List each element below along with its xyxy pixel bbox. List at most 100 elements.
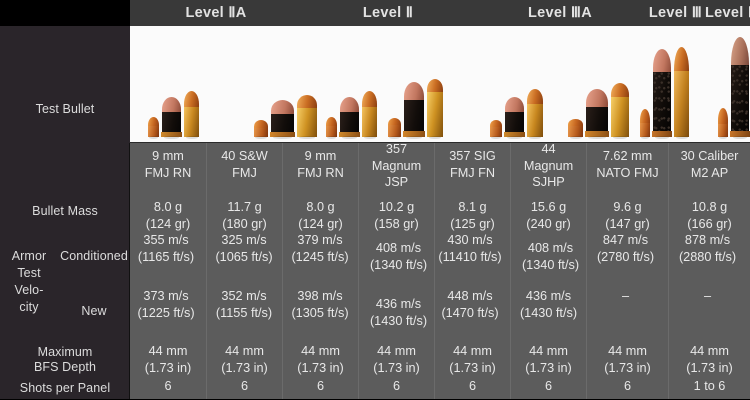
cell-velocity-conditioned: 847 m/s (2780 ft/s) xyxy=(596,233,655,264)
cell-velocity-conditioned: 430 m/s (11410 ft/s) xyxy=(438,233,502,264)
column-header-level-3: Level Ⅲ xyxy=(648,5,703,21)
complete-cartridge xyxy=(362,91,377,139)
level-header-band: Level ⅡA Level Ⅱ Level ⅢA Level Ⅲ Level … xyxy=(130,0,750,26)
cell-bfs-depth: 44 mm (1.73 in) xyxy=(525,344,572,375)
bullet-projectile xyxy=(148,117,159,139)
cartridge-group-30cal-m2ap xyxy=(718,34,750,139)
complete-cartridge xyxy=(427,79,443,139)
cell-velocity-conditioned: 379 m/s (1245 ft/s) xyxy=(291,233,349,264)
cell-bfs-depth: 44 mm (1.73 in) xyxy=(144,344,192,375)
column-divider xyxy=(358,143,359,400)
cell-velocity-new: – xyxy=(703,289,712,303)
cell-shots-per-panel: 6 xyxy=(316,379,325,393)
cell-bfs-depth: 44 mm (1.73 in) xyxy=(604,344,651,375)
cell-bfs-depth: 44 mm (1.73 in) xyxy=(373,344,420,375)
cell-bullet-mass: 9.6 g (147 gr) xyxy=(605,200,650,231)
row-label-gutter-corner xyxy=(0,0,130,26)
complete-cartridge xyxy=(611,83,629,139)
cell-test-bullet: 30 Caliber M2 AP xyxy=(680,149,739,180)
column-header-level-4: Level Ⅳ xyxy=(705,5,750,21)
data-grid: 9 mm FMJ RN 40 S&W FMJ 9 mm FMJ RN 357 Magnu… xyxy=(130,142,750,400)
cartridge-cross-section xyxy=(730,37,750,139)
complete-cartridge xyxy=(297,95,317,139)
cell-velocity-new: 448 m/s (1470 ft/s) xyxy=(441,289,499,320)
cell-test-bullet: 44 Magnum SJHP xyxy=(523,142,574,190)
cell-bullet-mass: 11.7 g (180 gr) xyxy=(222,200,267,231)
complete-cartridge xyxy=(527,89,543,139)
cell-shots-per-panel: 6 xyxy=(164,379,172,393)
cell-test-bullet: 357 Magnum JSP xyxy=(371,142,422,190)
cell-velocity-conditioned: 408 m/s (1340 ft/s) xyxy=(369,241,428,272)
cell-bfs-depth: 44 mm (1.73 in) xyxy=(221,344,268,375)
cell-test-bullet: 9 mm FMJ RN xyxy=(144,149,192,180)
cartridge-cross-section xyxy=(161,97,182,139)
row-label-velocity-new: New xyxy=(81,304,107,318)
complete-cartridge xyxy=(184,91,199,139)
cell-shots-per-panel: 6 xyxy=(544,379,553,393)
cell-bfs-depth: 44 mm (1.73 in) xyxy=(297,344,344,375)
row-label-armor-test-velocity-group: Armor Test Velo-city Conditioned xyxy=(0,248,130,316)
bullet-projectile xyxy=(326,117,337,139)
column-header-level-2a: Level ⅡA xyxy=(185,5,247,21)
cell-shots-per-panel: 6 xyxy=(392,379,401,393)
image-band-divider xyxy=(130,142,750,143)
cell-test-bullet: 40 S&W FMJ xyxy=(221,149,268,180)
cartridge-cross-section xyxy=(339,97,360,139)
bullet-projectile xyxy=(640,109,650,139)
cell-velocity-conditioned: 878 m/s (2880 ft/s) xyxy=(678,233,737,264)
column-divider xyxy=(434,143,435,400)
cell-bullet-mass: 8.1 g (125 gr) xyxy=(450,200,495,231)
cell-velocity-new: – xyxy=(621,289,630,303)
cell-bullet-mass: 8.0 g (124 gr) xyxy=(298,200,343,231)
gutter-divider xyxy=(129,143,130,400)
row-label-shots-per-panel: Shots per Panel xyxy=(19,381,111,395)
bullet-projectile xyxy=(718,108,728,139)
cartridge-group-357-magnum xyxy=(388,79,443,139)
cell-shots-per-panel: 6 xyxy=(468,379,477,393)
cartridge-cross-section xyxy=(504,97,525,139)
cartridge-cross-section xyxy=(403,82,425,139)
cell-test-bullet: 9 mm FMJ RN xyxy=(297,149,344,180)
cell-test-bullet: 357 SIG FMJ FN xyxy=(449,149,496,180)
column-divider xyxy=(206,143,207,400)
cell-test-bullet: 7.62 mm NATO FMJ xyxy=(596,149,659,180)
cell-shots-per-panel: 6 xyxy=(623,379,632,393)
cell-velocity-conditioned: 355 m/s (1165 ft/s) xyxy=(137,233,195,264)
bullet-projectile xyxy=(254,120,268,139)
cell-velocity-new: 436 m/s (1430 ft/s) xyxy=(519,289,578,320)
row-label-velocity-conditioned: Conditioned xyxy=(60,249,128,263)
cartridge-cross-section xyxy=(270,100,295,139)
cell-velocity-new: 373 m/s (1225 ft/s) xyxy=(137,289,195,320)
cartridge-group-357-sig xyxy=(490,89,543,139)
cartridge-group-9mm-b xyxy=(326,91,377,139)
cell-bfs-depth: 44 mm (1.73 in) xyxy=(449,344,496,375)
row-label-bullet-mass: Bullet Mass xyxy=(32,204,98,218)
cartridge-group-44-magnum xyxy=(568,83,629,139)
cartridge-cross-section xyxy=(652,49,672,139)
cell-bfs-depth: 44 mm (1.73 in) xyxy=(686,344,733,375)
row-label-test-bullet: Test Bullet xyxy=(35,102,95,116)
column-divider xyxy=(668,143,669,400)
cartridge-group-762-nato xyxy=(640,47,689,139)
cell-velocity-new: 352 m/s (1155 ft/s) xyxy=(215,289,273,320)
cartridge-cross-section xyxy=(585,89,609,139)
row-label-gutter xyxy=(0,0,130,400)
test-bullet-image-band xyxy=(130,26,750,143)
cell-velocity-new: 398 m/s (1305 ft/s) xyxy=(291,289,349,320)
column-header-level-2: Level Ⅱ xyxy=(362,5,414,21)
cell-bullet-mass: 10.2 g (158 gr) xyxy=(374,200,419,231)
cell-shots-per-panel: 1 to 6 xyxy=(693,379,726,393)
cell-bullet-mass: 10.8 g (166 gr) xyxy=(687,200,732,231)
cell-velocity-conditioned: 408 m/s (1340 ft/s) xyxy=(521,241,580,272)
cell-shots-per-panel: 6 xyxy=(240,379,249,393)
column-divider xyxy=(586,143,587,400)
column-divider xyxy=(510,143,511,400)
cell-velocity-conditioned: 325 m/s (1065 ft/s) xyxy=(215,233,273,264)
cell-bullet-mass: 8.0 g (124 gr) xyxy=(145,200,191,231)
row-label-armor-test-velocity: Armor Test Velo-city xyxy=(11,249,47,314)
cell-bullet-mass: 15.6 g (240 gr) xyxy=(526,200,571,231)
cartridge-group-40sw xyxy=(254,95,317,139)
column-header-level-3a: Level ⅢA xyxy=(528,5,592,21)
complete-cartridge xyxy=(674,47,689,139)
